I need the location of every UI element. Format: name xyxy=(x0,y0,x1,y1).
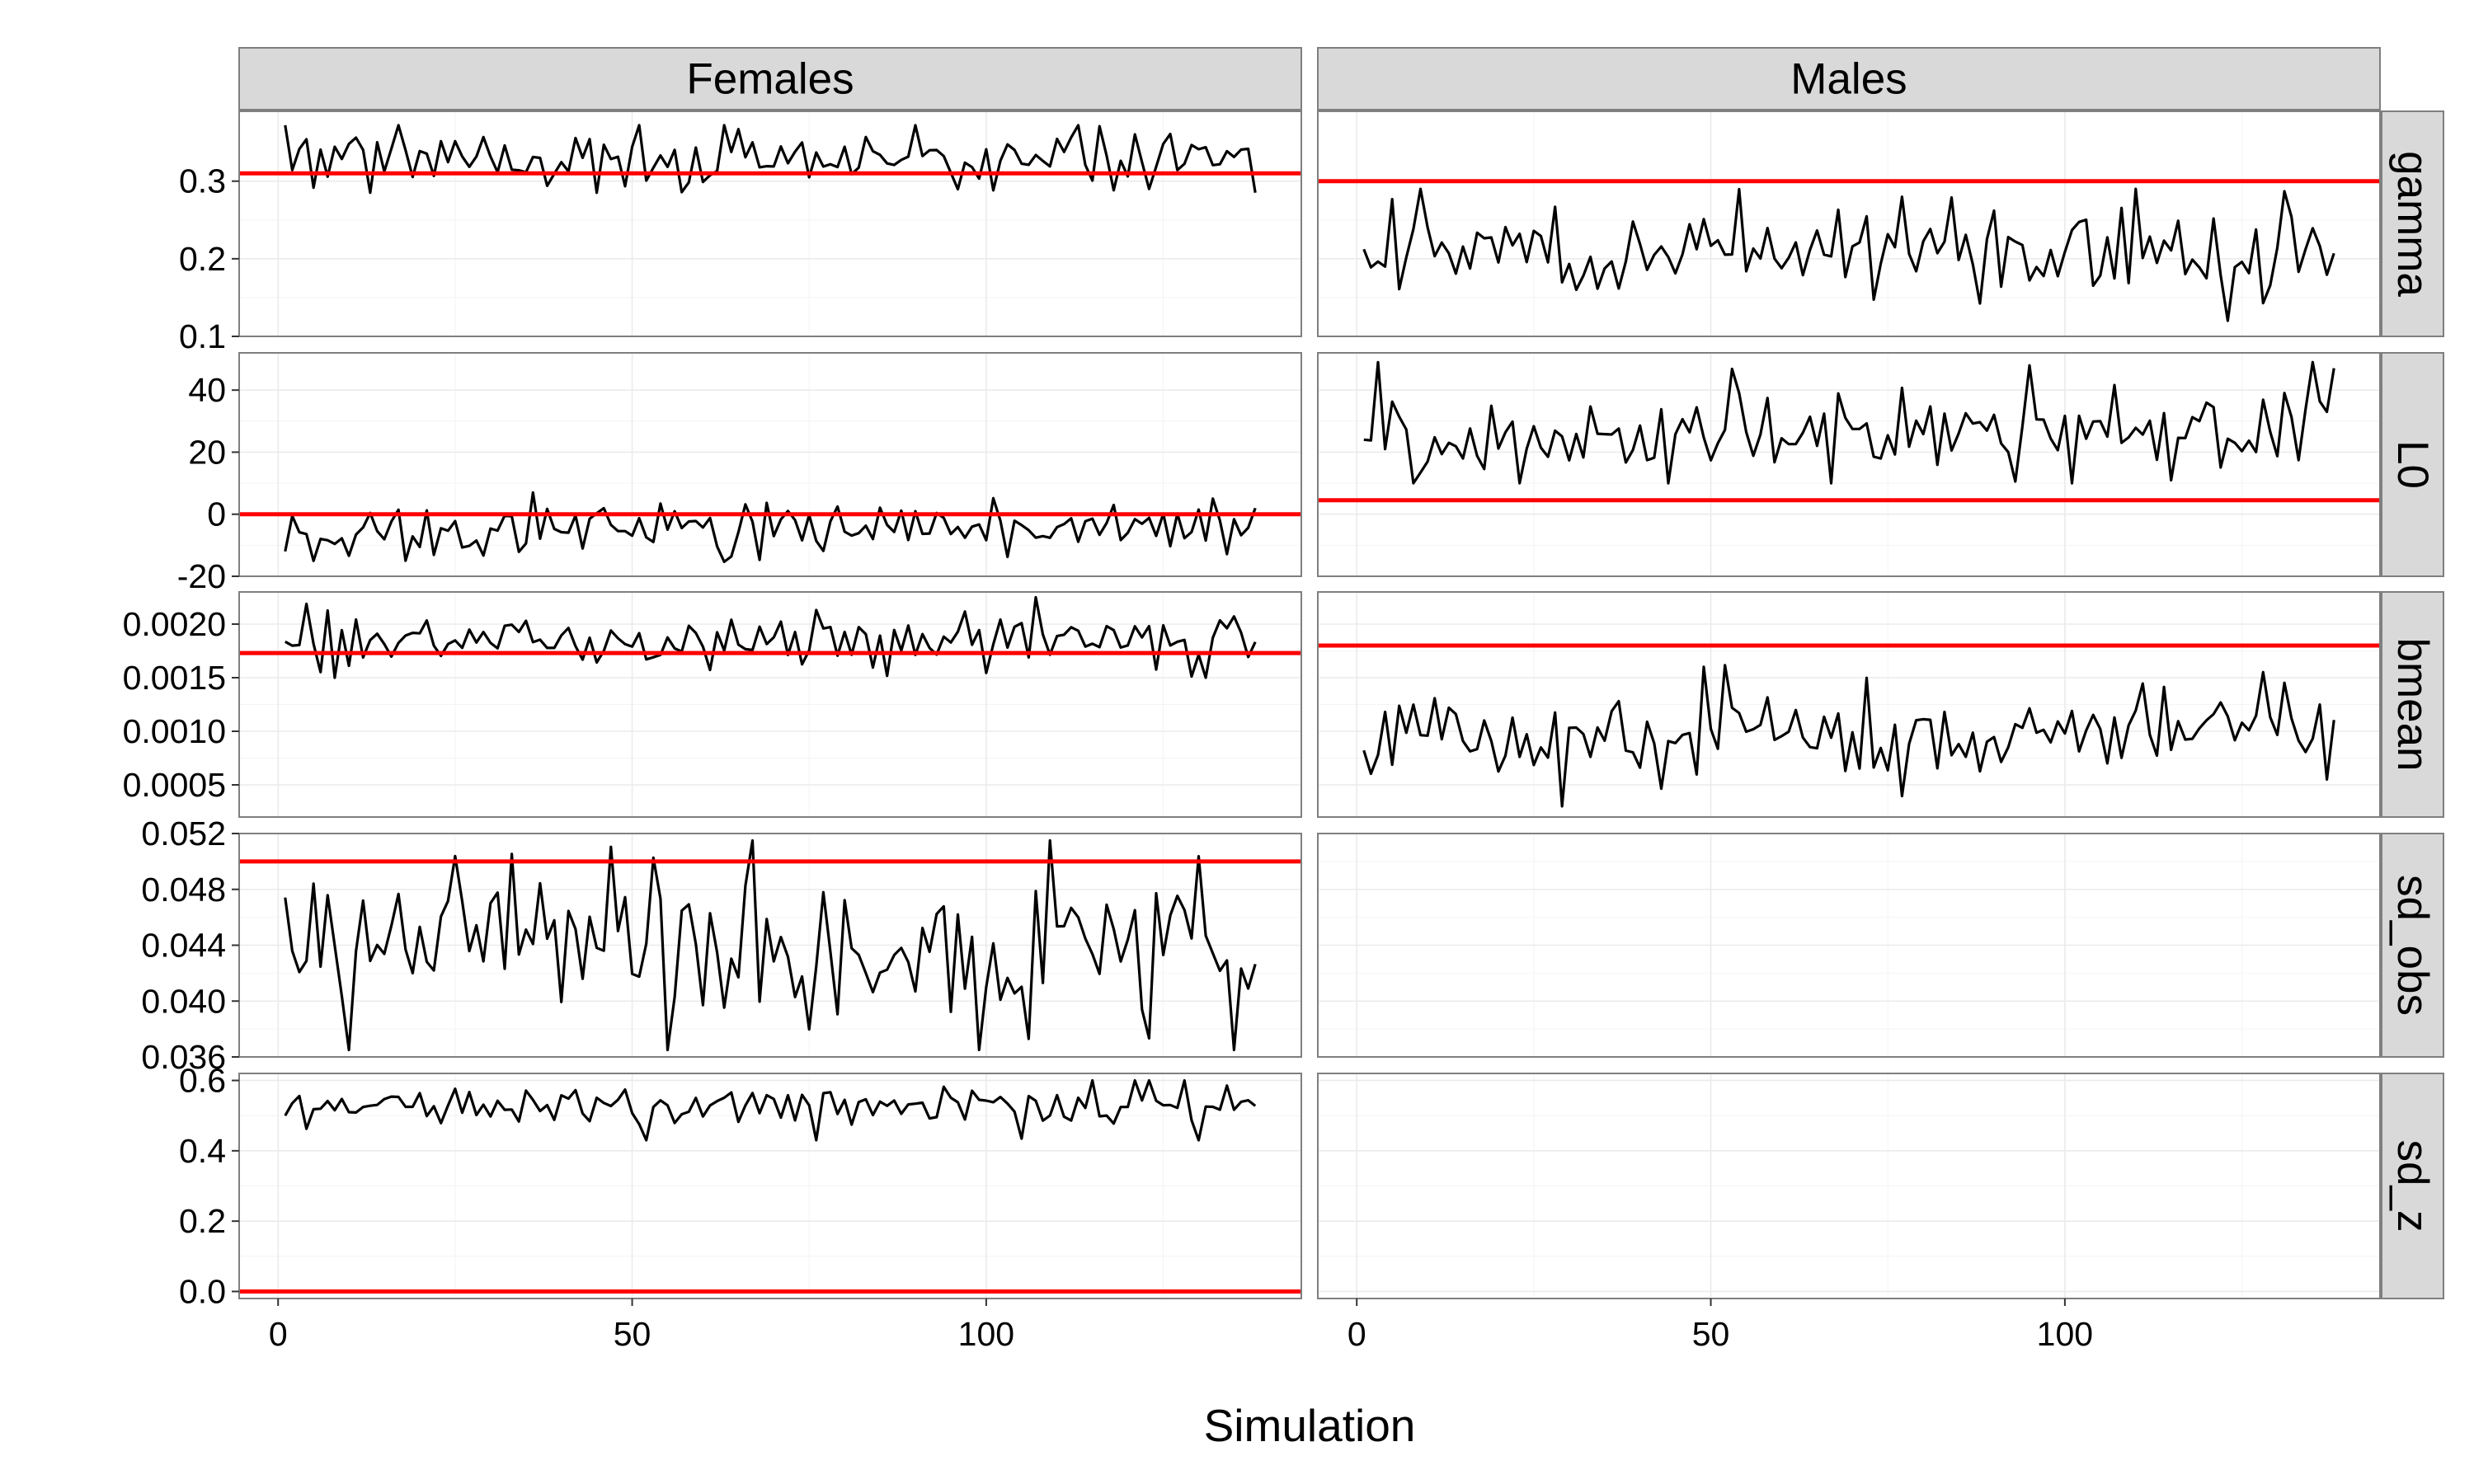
y-tick-label: 0.036 xyxy=(141,1038,226,1076)
panel-border xyxy=(238,110,1302,337)
y-tick-label: 0.2 xyxy=(179,1202,226,1240)
row-strip-label: gamma xyxy=(2388,151,2437,297)
panel-border xyxy=(1317,591,2381,818)
y-tick-label: 0 xyxy=(207,495,226,533)
panel-border xyxy=(1317,1073,2381,1299)
x-tick-label: 50 xyxy=(1692,1315,1730,1353)
y-tick-label: 0.052 xyxy=(141,815,226,852)
x-axis-title: Simulation xyxy=(1204,1400,1416,1451)
x-tick-label: 100 xyxy=(2037,1315,2093,1353)
panel-border xyxy=(1317,352,2381,577)
panel-sd_obs-males xyxy=(1317,833,2381,1058)
y-tick-label: 0.040 xyxy=(141,982,226,1020)
y-tick-label: 0.048 xyxy=(141,871,226,909)
series-line-bmean xyxy=(1362,664,2335,808)
panel-border xyxy=(238,591,1302,818)
x-tick-label: 0 xyxy=(1348,1315,1366,1353)
panel-L0-females xyxy=(238,352,1302,577)
column-strip-males xyxy=(1317,47,2381,110)
panel-border xyxy=(1317,833,2381,1058)
x-tick-label: 0 xyxy=(269,1315,288,1353)
panel-gamma-males xyxy=(1317,110,2381,337)
panel-background xyxy=(239,353,1301,576)
column-strip-label: Females xyxy=(686,55,854,104)
series-line-L0 xyxy=(284,491,1257,563)
y-tick-label: 0.0005 xyxy=(123,766,226,804)
series-line-L0 xyxy=(1363,360,2335,485)
y-axes: 0.1 0.2 0.3 -20 0 20 40 0.0005 0.0010 0.0015 0.002… xyxy=(123,162,239,1310)
y-tick-label: 0.0010 xyxy=(123,712,226,750)
y-tick-label: 40 xyxy=(188,371,226,409)
y-tick-label: 0.1 xyxy=(179,317,226,355)
series-line-bmean xyxy=(285,595,1257,679)
row-strip-label: sd_z xyxy=(2388,1140,2437,1233)
row-strip-L0 xyxy=(2381,352,2444,577)
row-strip-label: L0 xyxy=(2388,440,2437,489)
y-tick-label: 0.3 xyxy=(179,162,226,200)
y-tick-label: -20 xyxy=(177,557,226,595)
row-strip-label: bmean xyxy=(2388,637,2437,771)
column-strip-females xyxy=(238,47,1302,110)
y-tick-label: 0.0015 xyxy=(123,659,226,697)
column-strip-label: Males xyxy=(1790,55,1907,104)
panel-L0-males xyxy=(1317,352,2381,577)
chart-panels xyxy=(238,110,2381,1299)
y-tick-label: 0.044 xyxy=(141,927,226,965)
series-line-sd_obs xyxy=(284,838,1257,1052)
y-tick-label: 0.6 xyxy=(179,1062,226,1100)
panel-gamma-females xyxy=(238,110,1302,337)
y-tick-label: 0.4 xyxy=(179,1132,226,1170)
y-tick-label: 0.0020 xyxy=(123,605,226,643)
x-tick-label: 50 xyxy=(614,1315,651,1353)
panel-border xyxy=(238,1073,1302,1299)
panel-border xyxy=(1317,110,2381,337)
row-strip-bmean xyxy=(2381,591,2444,818)
panel-background xyxy=(239,111,1301,336)
row-strip-gamma xyxy=(2381,110,2444,337)
y-tick-label: 0.0 xyxy=(179,1272,226,1310)
row-strip-label: sd_obs xyxy=(2388,875,2437,1016)
row-strips: gamma L0 bmean sd_obs sd_z xyxy=(2381,110,2444,1299)
y-tick-label: 20 xyxy=(188,433,226,471)
series-line-sd_z xyxy=(284,1078,1257,1142)
panel-sd_obs-females xyxy=(238,833,1302,1058)
x-axes: 0 50 100 0 50 100 xyxy=(269,1298,2093,1353)
column-strips: Females Males xyxy=(238,47,2381,110)
panel-sd_z-males xyxy=(1317,1073,2381,1299)
panel-sd_z-females xyxy=(238,1073,1302,1299)
row-strip-sd_z xyxy=(2381,1073,2444,1299)
row-strip-sd_obs xyxy=(2381,833,2444,1058)
x-tick-label: 100 xyxy=(958,1315,1014,1353)
panel-bmean-males xyxy=(1317,591,2381,818)
series-line-gamma xyxy=(1362,187,2335,322)
panel-border xyxy=(238,352,1302,577)
panel-bmean-females xyxy=(238,591,1302,818)
y-tick-label: 0.2 xyxy=(179,240,226,278)
panel-background xyxy=(1318,111,2380,336)
